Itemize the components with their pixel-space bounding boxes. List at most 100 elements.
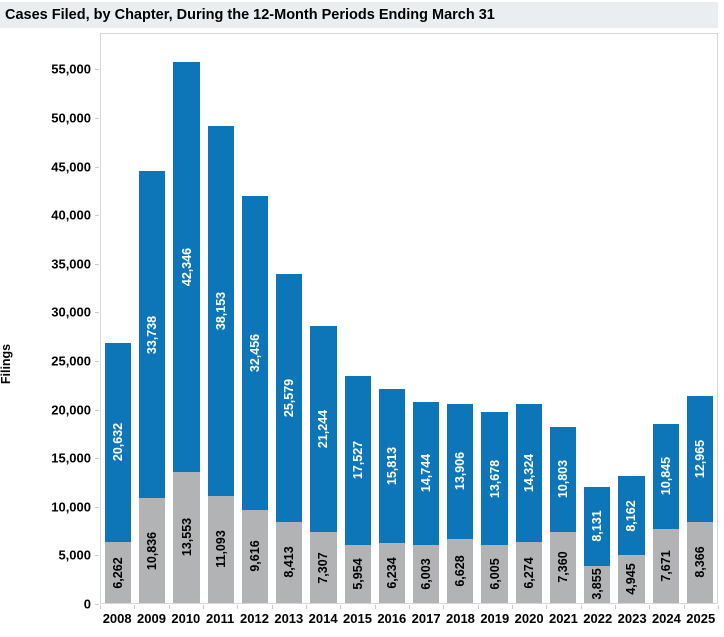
bar-value-label: 13,553 xyxy=(179,518,194,557)
x-tick-label-2012: 2012 xyxy=(240,611,269,626)
bar-group-2013: 25,579 8,413 xyxy=(272,34,306,603)
y-tick-mark xyxy=(95,506,99,508)
bar-value-label: 6,234 xyxy=(384,557,399,589)
bar-segment-bottom: 6,234 xyxy=(378,542,405,603)
x-tick-label-2021: 2021 xyxy=(548,611,578,626)
bar-value-label: 6,005 xyxy=(487,558,502,590)
x-axis: 2008 2009 2010 2011 2012 2013 2014 2015 2016 2017… xyxy=(100,605,719,635)
bar-group-2022: 8,131 3,855 xyxy=(580,34,614,603)
x-tick-mark xyxy=(134,605,136,609)
bar-segment-bottom: 6,005 xyxy=(481,544,508,603)
x-tick-label-2022: 2022 xyxy=(583,611,613,626)
bar-value-label: 32,456 xyxy=(247,333,262,372)
bar-segment-bottom: 10,836 xyxy=(139,498,166,603)
x-tick-mark xyxy=(512,605,513,609)
y-tick-label: 25,000 xyxy=(51,353,91,369)
bar-group-2019: 13,678 6,005 xyxy=(477,34,511,603)
bar-segment-top: 21,244 xyxy=(310,326,337,533)
y-tick-label: 10,000 xyxy=(51,499,91,515)
bar-group-2016: 15,813 6,234 xyxy=(375,34,409,603)
x-tick-label-2010: 2010 xyxy=(171,611,201,626)
bar-segment-bottom: 7,360 xyxy=(549,531,577,603)
y-tick-label: 50,000 xyxy=(51,110,91,126)
bar-value-label: 10,845 xyxy=(658,457,673,496)
x-tick-mark xyxy=(340,605,342,609)
bar-group-2008: 20,632 6,262 xyxy=(101,34,135,603)
x-tick-mark xyxy=(477,605,479,609)
x-tick-label-2011: 2011 xyxy=(206,611,235,626)
x-tick-label-2015: 2015 xyxy=(343,611,372,626)
bar-group-2015: 17,527 5,954 xyxy=(341,34,375,603)
bar-value-label: 6,262 xyxy=(111,557,126,589)
x-tick-label-2019: 2019 xyxy=(480,611,510,626)
x-tick-mark xyxy=(237,605,239,609)
bar-segment-top: 15,813 xyxy=(378,389,405,543)
bar-value-label: 10,836 xyxy=(145,531,160,570)
bar-value-label: 13,906 xyxy=(453,452,468,491)
y-tick-mark xyxy=(95,361,99,362)
x-tick-label-2018: 2018 xyxy=(445,611,475,626)
x-tick-mark xyxy=(443,605,445,609)
x-tick-label-2025: 2025 xyxy=(686,611,716,626)
bar-segment-bottom: 4,945 xyxy=(618,555,645,603)
y-tick-mark xyxy=(95,604,99,605)
y-tick-label: 45,000 xyxy=(51,159,91,175)
y-axis: Filings 0 5,000 10,000 15,000 20,000 25,000 30… xyxy=(0,33,100,612)
bar-segment-top: 8,162 xyxy=(618,476,645,556)
y-tick-label: 35,000 xyxy=(51,256,91,272)
bar-segment-top: 10,803 xyxy=(549,427,577,532)
bar-segment-top: 17,527 xyxy=(344,375,371,546)
bar-value-label: 25,579 xyxy=(282,378,297,417)
bar-segment-bottom: 5,954 xyxy=(344,545,371,603)
y-tick-mark xyxy=(95,409,99,411)
bar-group-2010: 42,346 13,553 xyxy=(169,34,203,603)
bar-segment-bottom: 8,413 xyxy=(276,521,303,603)
bar-value-label: 7,671 xyxy=(658,550,673,582)
bar-segment-bottom: 3,855 xyxy=(584,565,611,603)
x-tick-label-2017: 2017 xyxy=(411,611,441,626)
bar-segment-top: 13,906 xyxy=(447,404,474,539)
y-tick-mark xyxy=(95,458,99,460)
x-tick-label-2016: 2016 xyxy=(377,611,407,626)
bar-value-label: 7,307 xyxy=(316,551,331,584)
x-tick-label-2014: 2014 xyxy=(308,611,338,626)
bar-segment-top: 13,678 xyxy=(481,412,508,545)
y-tick-mark xyxy=(95,118,99,119)
bars-row: 20,632 6,262 33,738 10,836 42,346 13,553 38,15… xyxy=(101,34,717,603)
y-tick-label: 20,000 xyxy=(51,402,91,418)
y-axis-title: Filings xyxy=(0,343,13,385)
x-tick-mark xyxy=(580,605,582,609)
bar-value-label: 6,003 xyxy=(419,558,434,590)
bar-segment-bottom: 8,366 xyxy=(686,521,713,603)
bar-segment-top: 14,324 xyxy=(515,403,542,543)
bar-value-label: 3,855 xyxy=(590,568,605,600)
bar-value-label: 14,324 xyxy=(521,453,536,492)
x-tick-mark xyxy=(615,605,616,609)
bar-value-label: 13,678 xyxy=(487,459,502,498)
x-tick-mark xyxy=(683,605,685,609)
y-tick-label: 55,000 xyxy=(51,61,91,77)
y-tick-label: 40,000 xyxy=(51,207,91,223)
x-tick-label-2008: 2008 xyxy=(102,611,132,626)
bar-segment-top: 38,153 xyxy=(207,126,234,496)
y-tick-label: 5,000 xyxy=(58,547,91,563)
x-tick-label-2020: 2020 xyxy=(514,611,544,626)
bar-value-label: 38,153 xyxy=(213,291,228,330)
bar-value-label: 15,813 xyxy=(384,446,399,486)
x-labels: 2008 2009 2010 2011 2012 2013 2014 2015 2016 2017… xyxy=(100,611,718,626)
bar-segment-top: 25,579 xyxy=(276,273,303,522)
bar-group-2018: 13,906 6,628 xyxy=(443,34,477,603)
y-tick-mark xyxy=(95,166,99,168)
bar-group-2017: 14,744 6,003 xyxy=(409,34,443,603)
x-tick-mark xyxy=(546,605,548,609)
x-tick-label-2023: 2023 xyxy=(617,611,647,626)
bar-value-label: 42,346 xyxy=(179,247,194,286)
chart-title: Cases Filed, by Chapter, During the 12-M… xyxy=(5,7,495,23)
bar-group-2025: 12,965 8,366 xyxy=(683,34,717,603)
y-tick-label: 0 xyxy=(83,596,91,612)
x-tick-mark xyxy=(649,605,651,609)
bar-segment-bottom: 7,307 xyxy=(310,532,337,603)
bar-value-label: 5,954 xyxy=(350,558,365,590)
bar-group-2020: 14,324 6,274 xyxy=(512,34,546,603)
